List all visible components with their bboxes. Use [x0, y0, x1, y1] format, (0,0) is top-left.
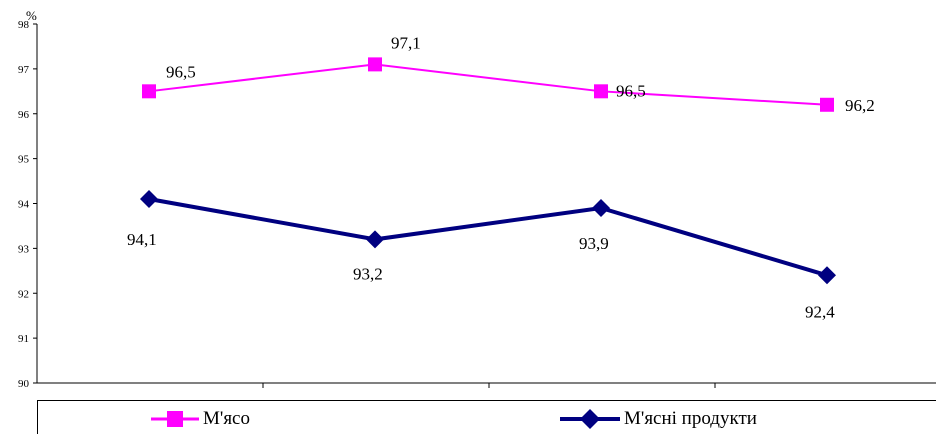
y-tick-label: 93 [18, 243, 30, 255]
data-label: 93,9 [579, 234, 609, 253]
y-tick-label: 90 [18, 378, 30, 390]
data-point-diamond [818, 266, 836, 285]
data-point-square [142, 84, 156, 99]
series-layer [140, 57, 836, 285]
y-ticks: 90 91 92 93 94 95 96 97 98 [18, 19, 37, 390]
series-line [148, 197, 828, 278]
legend-label-meat: М'ясо [203, 408, 250, 429]
legend-marker-square-icon [151, 411, 199, 427]
legend: М'ясо М'ясні продукти [37, 400, 936, 434]
y-tick-label: 94 [18, 199, 30, 211]
data-point-square [594, 84, 608, 99]
data-point-square [820, 97, 834, 112]
y-axis-label: % [26, 8, 37, 23]
legend-item-meat-products: М'ясні продукти [560, 407, 757, 431]
legend-item-meat: М'ясо [151, 407, 250, 431]
data-label: 97,1 [391, 33, 421, 52]
legend-marker-diamond-icon [560, 409, 620, 429]
data-point-diamond [140, 190, 158, 209]
data-label: 96,5 [166, 62, 196, 81]
data-labels: 96,5 97,1 96,5 96,2 94,1 93,2 93,9 92,4 [127, 33, 875, 321]
data-point-square [368, 57, 382, 72]
y-tick-label: 98 [18, 19, 30, 31]
y-tick-label: 91 [18, 333, 29, 345]
legend-label-meat-products: М'ясні продукти [624, 408, 757, 429]
data-point-diamond [592, 198, 610, 217]
line-chart: % 90 91 92 93 94 95 96 97 98 96,5 97,1 96,5 96,2 94,… [18, 8, 936, 390]
y-tick-label: 95 [18, 154, 30, 166]
data-label: 94,1 [127, 230, 157, 249]
y-tick-label: 92 [18, 288, 29, 300]
series-line [148, 63, 828, 106]
data-label: 96,5 [616, 81, 646, 100]
data-label: 96,2 [845, 96, 875, 115]
data-label: 92,4 [805, 302, 835, 321]
y-tick-label: 96 [18, 109, 30, 121]
y-tick-label: 97 [18, 64, 30, 76]
data-label: 93,2 [353, 264, 383, 283]
data-point-diamond [366, 230, 384, 249]
